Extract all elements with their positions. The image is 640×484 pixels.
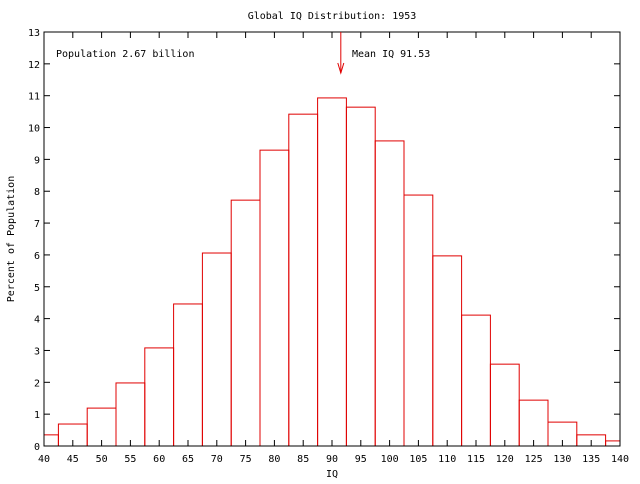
y-tick-label: 3 [34,346,40,357]
x-axis-label: IQ [326,469,338,480]
x-tick-label: 40 [38,454,50,465]
x-tick-label: 130 [553,454,571,465]
histogram-bar [489,363,520,447]
x-tick-label: 140 [611,454,629,465]
histogram-bar [461,314,491,447]
histogram-bar [317,97,347,447]
histogram-bar [345,106,376,447]
histogram-bar [518,399,549,447]
histogram-bar [374,140,405,447]
histogram-bar [144,347,175,447]
x-tick-label: 50 [96,454,108,465]
histogram-bar [432,255,463,447]
x-tick-label: 65 [182,454,194,465]
x-tick-label: 110 [438,454,456,465]
y-tick-label: 9 [34,155,40,166]
x-tick-label: 85 [297,454,309,465]
y-tick-label: 12 [28,60,40,71]
x-tick-label: 135 [582,454,600,465]
x-tick-label: 90 [326,454,338,465]
y-tick-label: 0 [34,442,40,453]
histogram-bar [230,199,261,447]
histogram-bar [43,434,59,447]
x-tick-label: 70 [211,454,223,465]
x-tick-label: 120 [496,454,514,465]
mean-arrow-icon [337,32,345,75]
y-tick-label: 8 [34,187,40,198]
plot-frame [43,31,621,447]
chart-title: Global IQ Distribution: 1953 [248,11,417,22]
histogram-bars [43,97,621,447]
x-tick-label: 100 [381,454,399,465]
histogram-bar [605,440,621,447]
histogram-bar [201,252,232,447]
x-tick-label: 45 [67,454,79,465]
mean-iq-annotation: Mean IQ 91.53 [352,49,430,60]
x-tick-label: 125 [525,454,543,465]
y-tick-label: 7 [34,219,40,230]
y-tick-label: 1 [34,410,40,421]
y-axis-label: Percent of Population [6,176,17,302]
histogram-bar [403,194,434,447]
y-tick-label: 2 [34,378,40,389]
y-tick-label: 13 [28,28,40,39]
x-tick-label: 115 [467,454,485,465]
x-tick-label: 75 [240,454,252,465]
y-tick-label: 10 [28,124,40,135]
x-tick-label: 55 [124,454,136,465]
y-tick-label: 11 [28,92,40,103]
x-tick-label: 95 [355,454,367,465]
histogram-bar [259,149,290,447]
y-tick-label: 6 [34,251,40,262]
population-annotation: Population 2.67 billion [56,49,194,60]
x-tick-label: 60 [153,454,165,465]
histogram-bar [173,303,203,447]
x-axis-ticks: 40 45 50 55 60 65 70 75 80 85 90 95 100 105 110 115 120 1… [38,32,629,465]
y-tick-label: 4 [34,315,40,326]
histogram-bar [288,113,319,447]
histogram-bar [115,382,146,447]
x-tick-label: 105 [409,454,427,465]
x-tick-label: 80 [268,454,280,465]
y-tick-label: 5 [34,283,40,294]
